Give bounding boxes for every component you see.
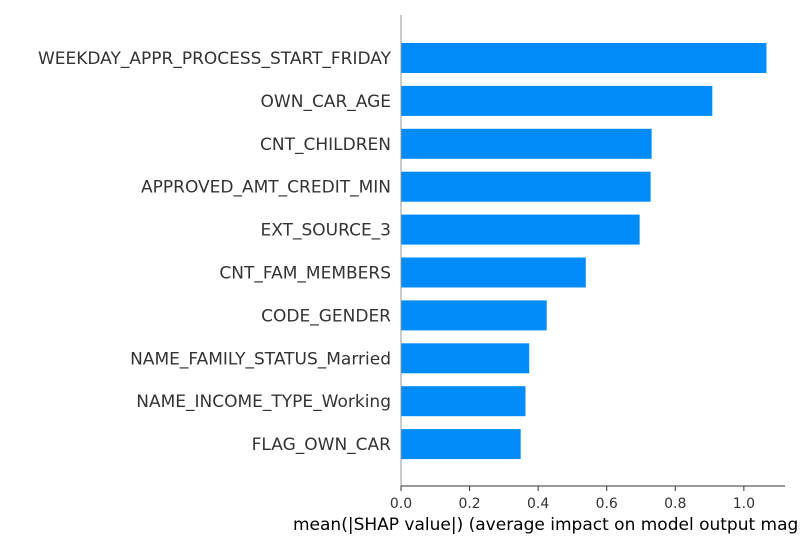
category-label: NAME_FAMILY_STATUS_Married xyxy=(130,349,391,369)
category-label: WEEKDAY_APPR_PROCESS_START_FRIDAY xyxy=(38,49,392,69)
x-tick-label: 1.0 xyxy=(733,496,755,512)
x-tick-label: 0.6 xyxy=(596,496,618,512)
category-label: APPROVED_AMT_CREDIT_MIN xyxy=(141,178,391,198)
category-label: CODE_GENDER xyxy=(261,306,391,326)
category-label: NAME_INCOME_TYPE_Working xyxy=(136,392,391,412)
bar-weekday-appr-process-start-friday xyxy=(401,43,767,73)
bar-code-gender xyxy=(401,300,547,331)
x-tick-label: 0.8 xyxy=(664,496,686,512)
bar-approved-amt-credit-min xyxy=(401,171,651,202)
x-tick-label: 0.4 xyxy=(527,496,549,512)
bar-flag-own-car xyxy=(401,429,521,460)
category-label: CNT_CHILDREN xyxy=(260,135,391,155)
bar-cnt-children xyxy=(401,128,652,159)
bar-own-car-age xyxy=(401,85,713,116)
category-label: FLAG_OWN_CAR xyxy=(252,435,392,455)
x-tick-label: 0.0 xyxy=(390,496,412,512)
category-labels-group: WEEKDAY_APPR_PROCESS_START_FRIDAY OWN_CAR… xyxy=(38,49,392,455)
bar-cnt-fam-members xyxy=(401,257,586,288)
x-tick-label: 0.2 xyxy=(458,496,480,512)
bar-ext-source-3 xyxy=(401,214,640,245)
category-label: OWN_CAR_AGE xyxy=(261,92,391,112)
x-axis-label: mean(|SHAP value|) (average impact on mo… xyxy=(293,515,800,535)
bars-group xyxy=(401,43,767,460)
x-ticks-group: 0.0 0.2 0.4 0.6 0.8 1.0 xyxy=(390,486,755,512)
bar-name-income-type-working xyxy=(401,386,526,417)
bar-name-family-status-married xyxy=(401,343,530,374)
category-label: EXT_SOURCE_3 xyxy=(261,221,391,241)
category-label: CNT_FAM_MEMBERS xyxy=(219,264,391,284)
